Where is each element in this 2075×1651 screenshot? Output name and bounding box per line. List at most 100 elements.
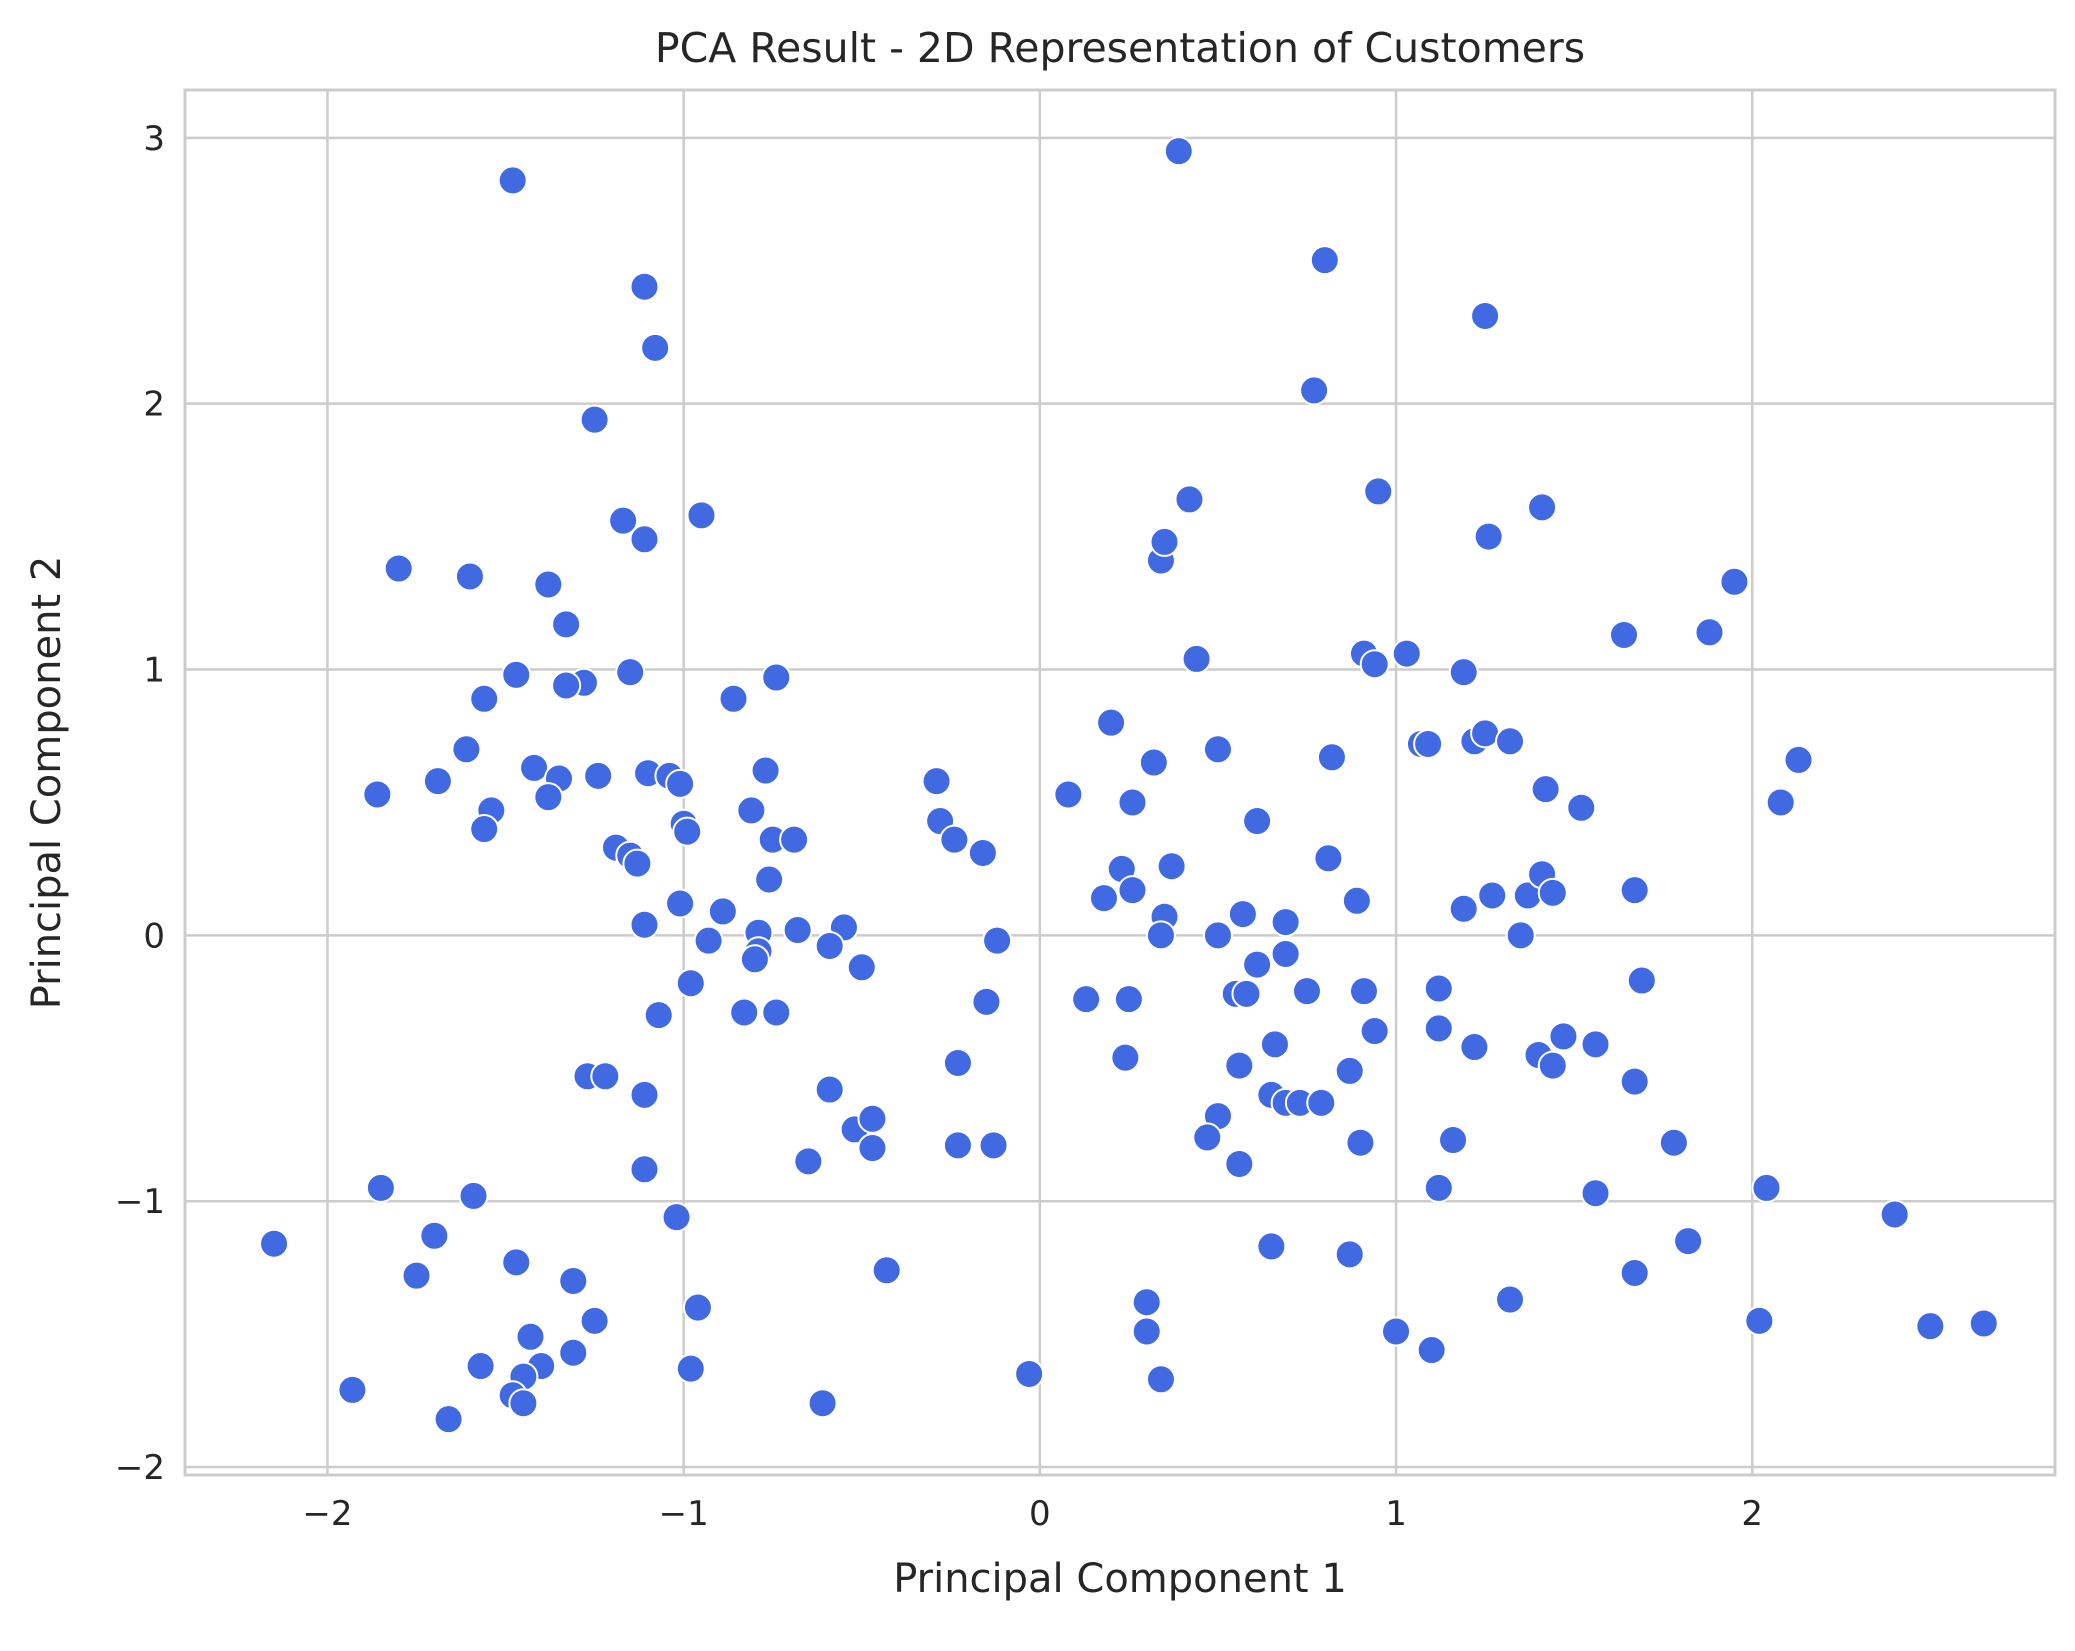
data-point: [497, 165, 528, 196]
data-point: [1879, 1199, 1910, 1230]
data-point: [629, 524, 660, 555]
y-tick-label: −1: [115, 1182, 165, 1222]
data-point: [583, 760, 614, 791]
data-point: [718, 683, 749, 714]
data-point: [1270, 938, 1301, 969]
y-axis-label: Principal Component 2: [24, 556, 70, 1010]
data-point: [857, 1133, 888, 1164]
data-point: [971, 986, 1002, 1017]
data-point: [465, 1351, 496, 1382]
data-point: [1619, 1066, 1650, 1097]
data-point: [365, 1172, 396, 1203]
chart-title: PCA Result - 2D Representation of Custom…: [655, 24, 1585, 72]
data-point: [519, 752, 550, 783]
data-point: [458, 1180, 489, 1211]
data-point: [422, 766, 453, 797]
data-point: [942, 1130, 973, 1161]
data-point: [1495, 726, 1526, 757]
data-point: [1658, 1127, 1689, 1158]
data-point: [629, 909, 660, 940]
y-tick-labels: −2 −1 0 1 2 3: [115, 119, 165, 1488]
data-point: [1341, 885, 1372, 916]
data-point: [939, 824, 970, 855]
data-point: [675, 968, 706, 999]
data-point: [1149, 526, 1180, 557]
data-point: [779, 824, 810, 855]
data-point: [640, 332, 671, 363]
data-point: [921, 766, 952, 797]
data-point: [1224, 1148, 1255, 1179]
data-point: [1334, 1239, 1365, 1270]
data-point: [1117, 787, 1148, 818]
data-point: [1231, 978, 1262, 1009]
data-point: [469, 814, 500, 845]
data-point: [1416, 1335, 1447, 1366]
data-point: [1448, 893, 1479, 924]
data-point: [1096, 707, 1127, 738]
data-point: [1968, 1308, 1999, 1339]
data-point: [1202, 920, 1233, 951]
data-point: [1174, 484, 1205, 515]
data-point: [1270, 907, 1301, 938]
data-point: [1423, 973, 1454, 1004]
data-point: [1313, 843, 1344, 874]
data-point: [1256, 1231, 1287, 1262]
data-point: [1381, 1316, 1412, 1347]
data-point: [1014, 1358, 1045, 1389]
data-point: [1719, 566, 1750, 597]
data-point: [1242, 806, 1273, 837]
data-point: [1423, 1172, 1454, 1203]
data-point: [1113, 984, 1144, 1015]
data-point: [1131, 1287, 1162, 1318]
data-point: [579, 404, 610, 435]
data-point: [1192, 1122, 1223, 1153]
data-point: [1470, 718, 1501, 749]
data-point: [533, 782, 564, 813]
data-point: [1751, 1172, 1782, 1203]
data-point: [1309, 245, 1340, 276]
data-point: [1316, 742, 1347, 773]
data-point: [383, 553, 414, 584]
data-point: [1477, 880, 1508, 911]
data-point: [1626, 965, 1657, 996]
data-point: [1131, 1316, 1162, 1347]
data-point: [508, 1388, 539, 1419]
data-point: [754, 864, 785, 895]
data-point: [1292, 976, 1322, 1007]
plot-frame: [183, 88, 2057, 1477]
y-tick-label: 0: [143, 916, 165, 956]
data-point: [1694, 617, 1725, 648]
x-tick-label: −2: [302, 1494, 352, 1534]
data-point: [1088, 883, 1119, 914]
data-point: [590, 1061, 621, 1092]
data-point: [1202, 734, 1233, 765]
data-point: [1117, 875, 1148, 906]
y-tick-label: 3: [143, 119, 165, 159]
data-point: [978, 1130, 1009, 1161]
data-point: [1053, 779, 1084, 810]
data-point: [750, 755, 781, 786]
data-point: [1227, 899, 1258, 930]
data-point: [1348, 976, 1379, 1007]
data-point: [675, 1353, 706, 1384]
y-tick-label: −2: [115, 1448, 165, 1488]
data-point: [686, 500, 717, 531]
data-point: [1110, 1042, 1141, 1073]
data-point: [643, 1000, 674, 1031]
data-point: [1459, 1032, 1490, 1063]
data-point: [942, 1047, 973, 1078]
data-point: [1548, 1021, 1579, 1052]
data-point: [1566, 792, 1597, 823]
data-point: [1299, 375, 1330, 406]
data-point: [629, 1154, 660, 1185]
data-point: [672, 816, 703, 847]
data-point: [533, 569, 564, 600]
data-point: [1181, 643, 1212, 674]
data-point: [1915, 1311, 1946, 1342]
data-point: [451, 734, 482, 765]
data-point: [551, 670, 582, 701]
data-point: [1145, 920, 1176, 951]
data-point: [857, 1103, 888, 1134]
data-point: [1619, 1257, 1650, 1288]
